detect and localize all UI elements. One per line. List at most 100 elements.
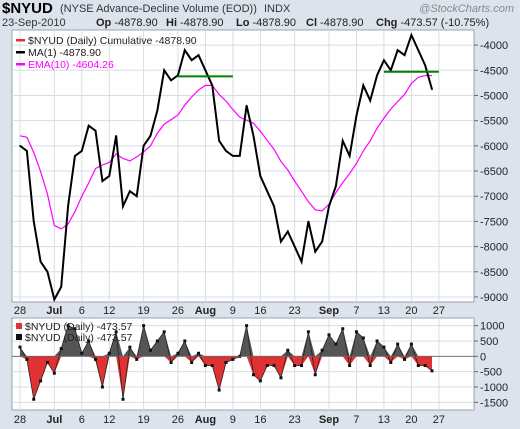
oscillator-point <box>382 345 386 349</box>
y-tick-label: -4500 <box>480 65 508 77</box>
oscillator-point <box>142 324 146 328</box>
x-tick-label: 9 <box>230 305 236 317</box>
price-point <box>410 34 413 36</box>
oscillator-point <box>423 364 427 368</box>
x-tick-label: 7 <box>353 305 359 317</box>
price-point <box>122 205 124 208</box>
price-point <box>307 220 310 223</box>
oscillator-positive-area <box>20 325 432 357</box>
oscillator-point <box>210 364 214 368</box>
legend-entry: MA(1) -4878.90 <box>28 47 101 59</box>
price-point <box>362 84 365 87</box>
oscillator-point <box>32 397 36 401</box>
price-point <box>266 190 269 192</box>
oscillator-point <box>39 379 43 383</box>
price-point <box>259 175 262 177</box>
x-tick-label: 6 <box>79 414 85 426</box>
x-tick-label: 27 <box>433 414 445 426</box>
x-tick-label: 6 <box>79 305 85 317</box>
oscillator-point <box>155 339 159 343</box>
oscillator-y-axis: 1000 500 0 -500 -1000 -1500 <box>474 321 508 409</box>
legend-entry: EMA(10) -4604.26 <box>28 59 114 71</box>
legend-swatch <box>16 323 22 329</box>
legend-swatch <box>16 334 22 340</box>
oscillator-point <box>107 351 111 355</box>
price-point <box>424 64 426 67</box>
legend-swatch <box>16 63 25 66</box>
legend-entry: $NYUD (Daily) Cumulative -4878.90 <box>28 35 197 47</box>
price-point <box>211 84 214 87</box>
price-point <box>108 175 111 177</box>
price-point <box>67 205 69 208</box>
price-point <box>355 114 358 117</box>
oscillator-point <box>183 339 187 343</box>
x-tick-label: 26 <box>172 305 184 317</box>
y-tick-label: -5000 <box>480 90 508 102</box>
exchange-label: INDX <box>264 3 291 15</box>
legend-swatch <box>16 39 25 42</box>
price-point <box>369 99 372 102</box>
y-tick-label: -1000 <box>480 382 508 394</box>
quote-chg: Chg -473.57 (-10.75%) <box>376 17 490 29</box>
price-point <box>348 155 351 157</box>
price-point <box>252 134 255 137</box>
chart-symbol: $NYUD <box>2 0 53 17</box>
price-point <box>197 54 200 56</box>
price-point <box>94 129 97 132</box>
oscillator-point <box>334 342 338 346</box>
y-tick-label: -7000 <box>480 191 508 203</box>
oscillator-negative-area <box>20 356 432 400</box>
price-panel <box>11 29 475 303</box>
oscillator-point <box>313 373 317 377</box>
price-point <box>232 155 234 157</box>
oscillator-point <box>354 330 358 334</box>
oscillator-point <box>135 357 139 361</box>
price-x-axis: 28 Jul 6 12 19 26 Aug 9 16 23 Sep 7 13 20 27 <box>14 305 445 317</box>
price-point <box>300 260 303 263</box>
price-point <box>46 270 49 273</box>
oscillator-point <box>169 360 173 364</box>
price-point <box>431 88 433 91</box>
x-tick-label: Jul <box>46 305 62 317</box>
price-point <box>335 185 337 187</box>
oscillator-point <box>190 360 194 364</box>
price-point <box>321 240 323 243</box>
price-point <box>81 150 83 152</box>
y-tick-label: 1000 <box>480 321 504 333</box>
price-point <box>396 49 399 51</box>
oscillator-point <box>59 347 63 351</box>
x-tick-label: 9 <box>230 414 236 426</box>
quote-hi: Hi -4878.90 <box>166 17 224 29</box>
x-tick-label: 19 <box>137 414 149 426</box>
oscillator-point <box>203 364 207 368</box>
price-point <box>190 59 193 62</box>
oscillator-point <box>73 327 77 331</box>
x-tick-label: 23 <box>289 305 301 317</box>
x-tick-label: 13 <box>378 305 390 317</box>
oscillator-point <box>396 342 400 346</box>
x-tick-label: 19 <box>137 305 149 317</box>
oscillator-point <box>197 351 201 355</box>
oscillator-point <box>100 385 104 389</box>
x-tick-label: 20 <box>405 414 417 426</box>
oscillator-point <box>162 330 166 334</box>
oscillator-point <box>66 324 70 328</box>
x-tick-label: Aug <box>195 305 216 317</box>
price-point <box>53 298 56 301</box>
price-point <box>273 205 275 208</box>
price-point <box>376 74 378 77</box>
oscillator-point <box>258 379 262 383</box>
price-point <box>163 69 165 72</box>
y-tick-label: -6000 <box>480 141 508 153</box>
x-tick-label: 26 <box>172 414 184 426</box>
price-lines <box>19 32 439 303</box>
legend-entry: $NYUD (Daily) -473.57 <box>25 332 133 344</box>
oscillator-point <box>217 388 221 392</box>
oscillator-point <box>231 357 235 361</box>
oscillator-point <box>327 333 331 337</box>
oscillator-point <box>80 351 84 355</box>
y-tick-label: -1500 <box>480 397 508 409</box>
x-tick-label: 27 <box>433 305 445 317</box>
x-tick-label: 28 <box>14 305 26 317</box>
